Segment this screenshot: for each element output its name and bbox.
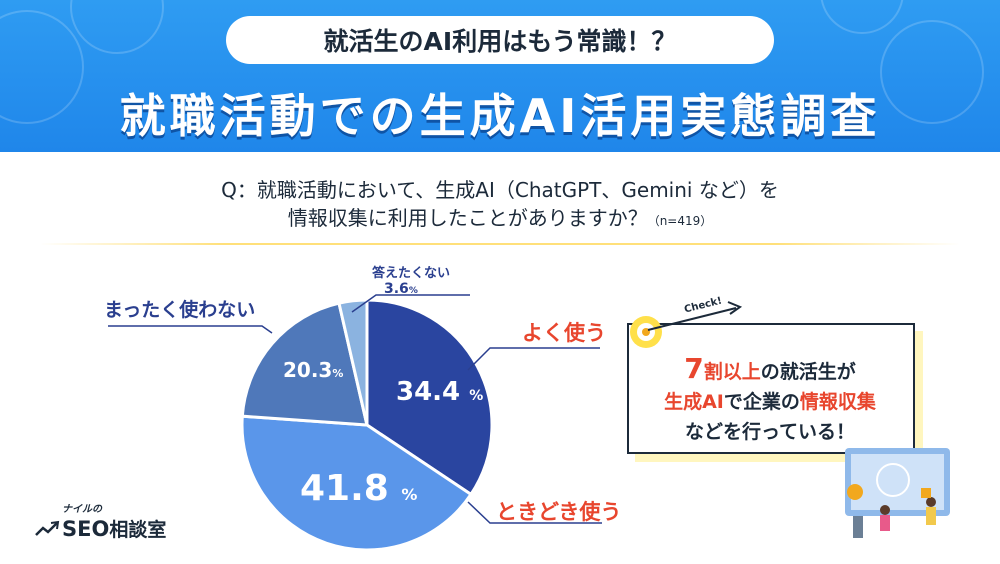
check-icon: [630, 301, 743, 348]
question-line-1: Q：就職活動において、生成AI（ChatGPT、Gemini など）を: [221, 178, 779, 202]
label-sometimes: ときどき使う: [496, 500, 622, 524]
value-never: 20.3%: [283, 358, 344, 382]
label-never: まったく使わない: [104, 299, 256, 321]
subtitle-text: 就活生のAI利用はもう常識！？: [323, 27, 677, 56]
slice-sometimes: [240, 414, 474, 552]
value-no-answer: 3.6%: [384, 281, 418, 297]
value-often: 34.4 %: [396, 377, 484, 407]
callout-text: 7割以上の就活生が 生成AIで企業の情報収集 などを行っている！: [664, 352, 876, 444]
label-often: よく使う: [522, 321, 606, 345]
label-no-answer: 答えたくない: [372, 266, 451, 281]
subtitle-pill: 就活生のAI利用はもう常識！？: [226, 16, 774, 64]
question-line-2: 情報収集に利用したことがありますか？: [287, 206, 648, 230]
question-text: Q：就職活動において、生成AI（ChatGPT、Gemini など）を 情報収集…: [0, 176, 1000, 235]
trend-up-icon: [35, 520, 60, 536]
people-illustration: [845, 448, 950, 538]
callout-box: [627, 323, 915, 454]
slice-no-answer: [337, 298, 369, 426]
slice-never: [240, 301, 369, 427]
divider: [40, 243, 960, 245]
header-banner: 就活生のAI利用はもう常識！？ 就職活動での生成AI活用実態調査: [0, 0, 1000, 152]
value-sometimes: 41.8 %: [300, 468, 418, 509]
leader-lines: [108, 294, 602, 524]
nile-seo-logo: ナイルの SEO 相談室: [34, 500, 166, 542]
sample-size: （n=419）: [647, 214, 713, 228]
page-title: 就職活動での生成AI活用実態調査: [119, 89, 881, 143]
